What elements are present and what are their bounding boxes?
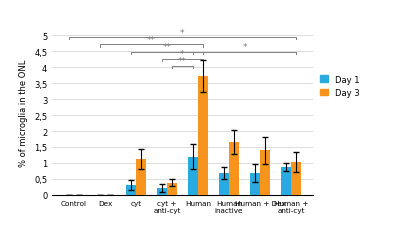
Text: **: ** <box>178 57 187 66</box>
Bar <box>219 174 229 195</box>
Bar <box>136 160 146 195</box>
Text: *: * <box>180 50 185 59</box>
Bar <box>260 150 270 195</box>
Bar <box>250 174 260 195</box>
Bar <box>167 183 177 195</box>
Bar <box>291 162 301 195</box>
Bar <box>198 77 208 195</box>
Bar <box>188 157 198 195</box>
Text: **: ** <box>162 43 172 52</box>
Text: *: * <box>242 43 247 52</box>
Y-axis label: % of microglia in the ONL: % of microglia in the ONL <box>20 59 28 166</box>
Bar <box>126 186 136 195</box>
Legend: Day 1, Day 3: Day 1, Day 3 <box>320 76 359 98</box>
Bar <box>157 188 167 195</box>
Text: **: ** <box>147 36 156 45</box>
Bar <box>281 167 291 195</box>
Bar <box>229 143 239 195</box>
Text: *: * <box>180 29 185 38</box>
